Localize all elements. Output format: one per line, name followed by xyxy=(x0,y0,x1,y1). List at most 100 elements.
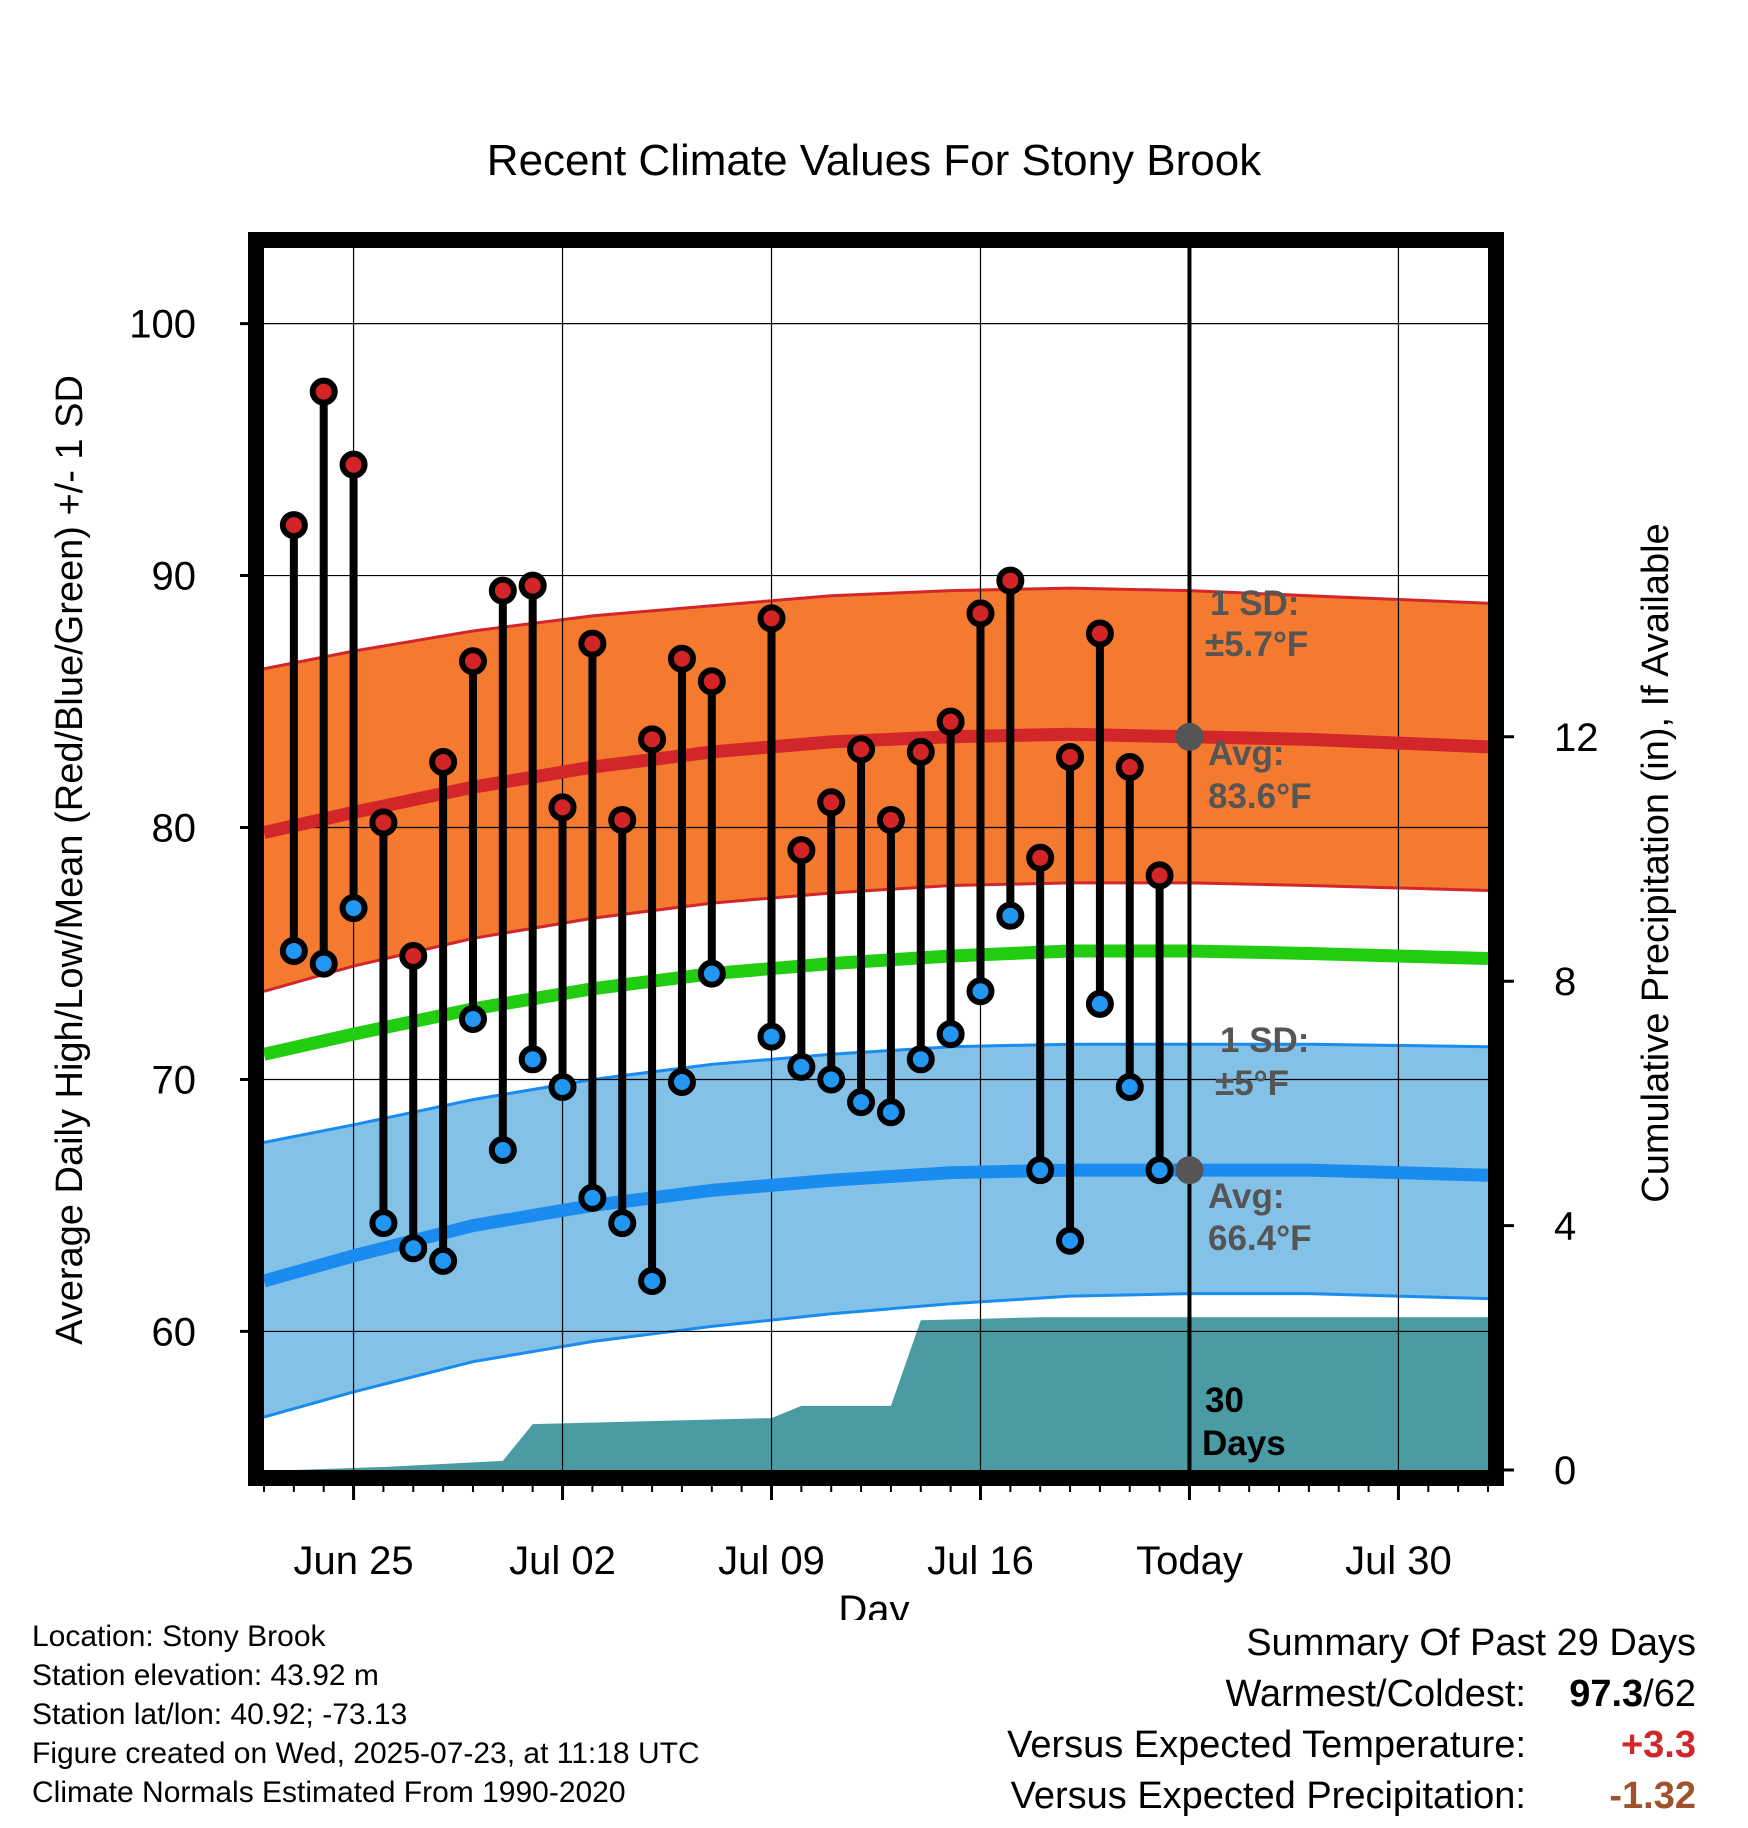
daily-high-point xyxy=(429,747,458,776)
daily-low-point xyxy=(369,1209,398,1238)
daily-low-point xyxy=(697,959,726,988)
x-tick-label: Jul 09 xyxy=(718,1539,825,1583)
low-avg-value: 66.4°F xyxy=(1208,1219,1312,1258)
daily-high-point xyxy=(906,737,935,766)
location-text: Location: Stony Brook xyxy=(32,1620,326,1653)
daily-high-point xyxy=(518,571,547,600)
low-sd-value: ±5°F xyxy=(1215,1064,1289,1103)
daily-low-point xyxy=(906,1045,935,1074)
y-tick-label: 60 xyxy=(152,1310,197,1354)
latlon-text: Station lat/lon: 40.92; -73.13 xyxy=(32,1698,408,1731)
daily-high-point xyxy=(608,805,637,834)
low-sd-label: 1 SD: xyxy=(1220,1021,1309,1060)
daily-high-point xyxy=(548,793,577,822)
low-avg-label: Avg: xyxy=(1208,1177,1284,1216)
daily-high-point xyxy=(638,725,667,754)
station-metadata: Location: Stony Brook Station elevation:… xyxy=(32,1617,852,1812)
x-tick-label: Jun 25 xyxy=(294,1539,414,1583)
daily-low-point xyxy=(936,1020,965,1049)
daily-low-point xyxy=(429,1246,458,1275)
precipitation-departure-label: Versus Expected Precipitation: xyxy=(1010,1775,1526,1817)
summary-title: Summary Of Past 29 Days xyxy=(796,1618,1696,1669)
precipitation-departure-value: -1.32 xyxy=(1609,1775,1696,1817)
daily-high-point xyxy=(578,629,607,658)
warmest-coldest-label: Warmest/Coldest: xyxy=(1225,1673,1526,1715)
daily-low-point xyxy=(667,1067,696,1096)
y-axis-label: Average Daily High/Low/Mean (Red/Blue/Gr… xyxy=(49,375,91,1345)
daily-high-point xyxy=(787,836,816,865)
precipitation-area xyxy=(264,1317,1488,1470)
today-low-marker xyxy=(1175,1156,1204,1185)
normals-text: Climate Normals Estimated From 1990-2020 xyxy=(32,1776,626,1809)
created-text: Figure created on Wed, 2025-07-23, at 11… xyxy=(32,1737,700,1770)
y2-tick-label: 8 xyxy=(1554,960,1576,1004)
daily-low-point xyxy=(488,1136,517,1165)
daily-high-point xyxy=(936,707,965,736)
x-tick-label: Jul 30 xyxy=(1345,1539,1452,1583)
warmest-coldest-value: 97.3/62 xyxy=(1566,1669,1696,1720)
summary-title-text: Summary Of Past 29 Days xyxy=(1246,1622,1696,1664)
daily-high-point xyxy=(1056,742,1085,771)
plot-frame xyxy=(248,232,1504,1486)
daily-low-point xyxy=(638,1267,667,1296)
x-tick-label: Jul 16 xyxy=(927,1539,1034,1583)
low-sd-lower-edge xyxy=(264,1292,1488,1419)
daily-high-point xyxy=(339,450,368,479)
daily-low-point xyxy=(458,1004,487,1033)
daily-high-point xyxy=(309,377,338,406)
today-high-marker xyxy=(1175,722,1204,751)
daily-low-point xyxy=(847,1088,876,1117)
daily-low-point xyxy=(548,1073,577,1102)
daily-low-point xyxy=(608,1209,637,1238)
precip-period-number: 30 xyxy=(1205,1381,1244,1420)
high-sd-value: ±5.7°F xyxy=(1205,625,1308,664)
daily-low-point xyxy=(817,1065,846,1094)
precip-period-label: Days xyxy=(1202,1424,1286,1463)
daily-high-point xyxy=(488,576,517,605)
daily-low-point xyxy=(309,949,338,978)
daily-low-point xyxy=(518,1045,547,1074)
low-sd-band xyxy=(264,1044,1488,1418)
y2-tick-label: 0 xyxy=(1554,1449,1576,1493)
y-tick-label: 90 xyxy=(152,555,197,599)
daily-high-point xyxy=(996,566,1025,595)
y2-tick-label: 4 xyxy=(1554,1205,1576,1249)
axes: 60 70 80 90 100 0 4 8 12 Jun 25 Jul 02 Jul 09 Jul 16… xyxy=(49,303,1677,1620)
y-tick-label: 100 xyxy=(129,303,196,347)
daily-high-point xyxy=(876,805,905,834)
daily-high-point xyxy=(279,511,308,540)
daily-high-point xyxy=(1085,619,1114,648)
daily-high-point xyxy=(966,599,995,628)
x-tick-label: Jul 02 xyxy=(509,1539,616,1583)
x-axis-label: Day xyxy=(838,1588,909,1620)
summary-panel: Summary Of Past 29 Days Warmest/Coldest:… xyxy=(796,1618,1696,1822)
daily-low-point xyxy=(787,1052,816,1081)
daily-low-point xyxy=(1026,1156,1055,1185)
warmest-value: 97.3 xyxy=(1569,1673,1644,1715)
y2-tick-label: 12 xyxy=(1554,716,1599,760)
chart-title: Recent Climate Values For Stony Brook xyxy=(487,136,1262,185)
warmest-coldest-row: Warmest/Coldest: 97.3/62 xyxy=(796,1669,1696,1720)
climate-chart: Recent Climate Values For Stony Brook 1 … xyxy=(49,136,1677,1620)
daily-high-point xyxy=(1115,753,1144,782)
high-sd-label: 1 SD: xyxy=(1210,584,1299,623)
high-sd-band xyxy=(264,588,1488,992)
temperature-departure-value: +3.3 xyxy=(1620,1724,1696,1766)
daily-low-point xyxy=(279,936,308,965)
high-sd-upper-edge xyxy=(264,586,1488,671)
daily-high-point xyxy=(757,604,786,633)
y-tick-label: 80 xyxy=(152,807,197,851)
daily-low-point xyxy=(1085,989,1114,1018)
precipitation-fill xyxy=(264,1317,1488,1470)
daily-low-point xyxy=(339,894,368,923)
daily-low-point xyxy=(1056,1226,1085,1255)
temperature-departure-row: Versus Expected Temperature: +3.3 xyxy=(796,1720,1696,1771)
y2-axis-label: Cumulative Precipitation (in), If Availa… xyxy=(1635,523,1677,1202)
daily-high-point xyxy=(667,644,696,673)
daily-high-point xyxy=(817,788,846,817)
daily-low-point xyxy=(996,901,1025,930)
daily-low-point xyxy=(578,1183,607,1212)
daily-high-point xyxy=(1145,861,1174,890)
daily-low-point xyxy=(1115,1073,1144,1102)
